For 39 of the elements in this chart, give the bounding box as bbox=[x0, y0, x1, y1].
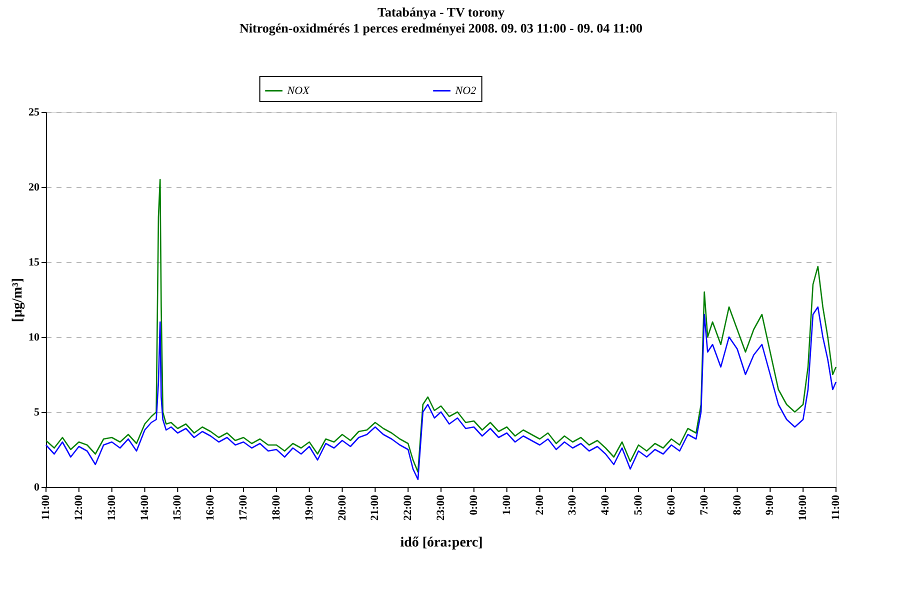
x-tick-label: 11:00 bbox=[40, 494, 52, 520]
x-tick-label: 14:00 bbox=[138, 494, 151, 521]
x-tick-label: 5:00 bbox=[632, 494, 644, 516]
legend-label: NOX bbox=[286, 84, 311, 97]
x-tick-label: 11:00 bbox=[830, 494, 842, 520]
x-tick-label: 8:00 bbox=[731, 494, 744, 516]
y-tick-label: 10 bbox=[28, 332, 40, 344]
x-tick-label: 10:00 bbox=[797, 494, 810, 521]
x-tick-label: 17:00 bbox=[238, 494, 250, 521]
chart-subtitle: Nitrogén-oxidmérés 1 perces eredményei 2008. 09. 03 11:00 - 09. 04 11:00 bbox=[240, 20, 642, 36]
x-tick-label: 22:00 bbox=[402, 494, 414, 521]
legend-label: NO2 bbox=[454, 84, 477, 97]
chart-title: Tatabánya - TV torony bbox=[377, 4, 506, 20]
x-tick-label: 6:00 bbox=[665, 494, 678, 516]
x-tick-label: 12:00 bbox=[72, 494, 85, 521]
x-tick-label: 0:00 bbox=[468, 494, 480, 516]
y-tick-label: 0 bbox=[34, 482, 40, 494]
y-tick-label: 5 bbox=[34, 406, 40, 418]
x-tick-label: 23:00 bbox=[435, 494, 447, 521]
x-tick-label: 20:00 bbox=[336, 494, 348, 521]
y-tick-label: 15 bbox=[28, 256, 40, 268]
x-tick-label: 9:00 bbox=[764, 494, 776, 516]
x-tick-label: 19:00 bbox=[303, 494, 316, 521]
line-series bbox=[45, 178, 837, 473]
x-axis-title: idő [óra:perc] bbox=[400, 536, 483, 550]
y-tick-label: 25 bbox=[28, 106, 40, 118]
x-tick-label: 18:00 bbox=[270, 494, 282, 521]
x-tick-label: 4:00 bbox=[600, 494, 612, 516]
x-tick-label: 15:00 bbox=[172, 494, 184, 521]
x-tick-label: 1:00 bbox=[500, 494, 513, 516]
line-series bbox=[45, 306, 837, 480]
x-tick-label: 13:00 bbox=[106, 494, 118, 521]
x-tick-label: 2:00 bbox=[534, 494, 546, 516]
x-tick-label: 21:00 bbox=[369, 494, 382, 521]
x-tick-label: 3:00 bbox=[566, 494, 579, 516]
x-tick-label: 16:00 bbox=[204, 494, 217, 521]
x-tick-label: 7:00 bbox=[698, 494, 710, 516]
y-axis-title: [µg/m³] bbox=[10, 278, 26, 322]
y-tick-label: 20 bbox=[28, 182, 40, 194]
